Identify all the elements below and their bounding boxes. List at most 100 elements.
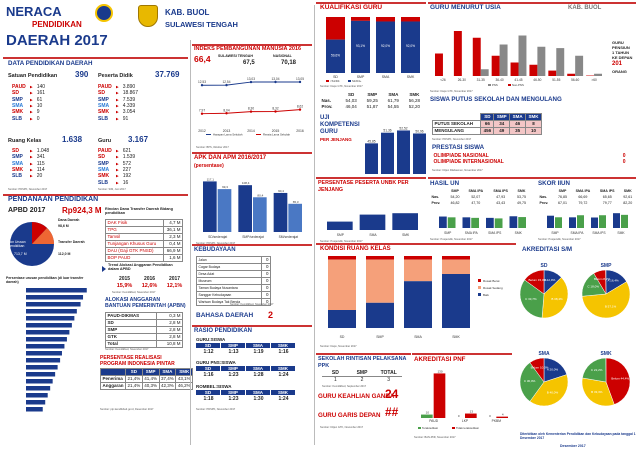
ukg-bar bbox=[381, 132, 394, 174]
legend-terakreditasi-label: Terakreditasi bbox=[422, 426, 438, 430]
apbd-pie-chart bbox=[10, 222, 54, 266]
rasio-value-cell: 1:23 bbox=[228, 396, 239, 402]
category-label: 26-30 bbox=[458, 78, 466, 82]
kv-key: SMP bbox=[98, 96, 109, 103]
table-cell-key: SMP bbox=[104, 326, 158, 334]
kv-key: SD bbox=[12, 90, 19, 97]
rasio-header-cell: SMA bbox=[246, 390, 270, 395]
rls-label: 8,62 bbox=[297, 105, 303, 109]
pie-dana-label: Dana Daerah bbox=[58, 218, 80, 222]
rls-point bbox=[274, 110, 277, 113]
tren-value: 12,6% bbox=[141, 283, 158, 289]
kv-value: 4.339 bbox=[122, 103, 136, 110]
ipm-value-nas: 70,18 bbox=[281, 60, 297, 66]
table-cell-key: Penerima bbox=[99, 375, 127, 383]
pie-slice bbox=[582, 357, 607, 383]
guru-label: Guru bbox=[98, 138, 112, 144]
satuan-label: Satuan Pendidikan bbox=[8, 73, 58, 79]
category-label: SMP bbox=[337, 233, 345, 237]
kv-row: SMP ▶ 341 bbox=[12, 154, 82, 160]
table-row: Cagar Budaya 0 bbox=[196, 263, 272, 271]
rasio-header-cell: SMP bbox=[221, 390, 245, 395]
usia-pns-bar bbox=[594, 73, 602, 76]
table-header-row: SD SMP SMA SMK bbox=[432, 113, 542, 121]
table-cell-value: 2,3 M bbox=[162, 233, 184, 241]
table-row: Sanggar Kebudayaan 0 bbox=[196, 291, 272, 299]
kualifikasi-source: Sumber: Dapo GTK, November 2017 bbox=[320, 85, 363, 88]
header-banner: NERACA PENDIDIKAN DAERAH 2017 KAB. BUOL … bbox=[0, 0, 270, 56]
apk-title: APK DAN APM 2016/2017 bbox=[194, 155, 267, 161]
pie-transfer-daerah bbox=[32, 228, 54, 244]
kv-key: SD bbox=[12, 148, 19, 155]
table-cell-key: Prov. bbox=[431, 201, 441, 205]
kondisi-stacked-chart: SD SMP SMA SMK Rusak Berat Rusak Sedang Baik bbox=[328, 256, 503, 339]
tren-values: 15,9% 12,6% 12,1% bbox=[112, 283, 187, 289]
category-label: SMP bbox=[551, 231, 559, 235]
keahlian-value: 24 bbox=[385, 387, 399, 401]
hasil-un-mark bbox=[462, 217, 471, 228]
rasio-header-row: SD SMP SMA SMK bbox=[196, 343, 296, 348]
kv-row: SLB ▶ 0 bbox=[12, 115, 82, 122]
table-cell-key: Taman Budaya Nusantara bbox=[196, 284, 262, 292]
table-cell-value: 2,8 M bbox=[156, 319, 183, 327]
unbk-title: PERSENTASE PESERTA UNBK PER JENJANG bbox=[318, 180, 409, 193]
pie-dana-daerah bbox=[32, 222, 47, 244]
kebudayaan-table: Jalan 0 Cagar Budaya 0 Desa Adat 0 Museum 0 Tama… bbox=[196, 256, 272, 306]
rls-point bbox=[298, 108, 302, 111]
legend-lt-swatch bbox=[326, 80, 329, 82]
category-label: SMP bbox=[444, 231, 452, 235]
kv-arrow-icon: ▶ bbox=[30, 168, 33, 173]
kualifikasi-lt-s1-bar bbox=[401, 17, 420, 22]
table-cell-key: Prov. bbox=[539, 201, 549, 205]
kv-key: SD bbox=[98, 90, 105, 97]
kv-key: SLB bbox=[98, 179, 108, 186]
kualifikasi-lt-s1-bar bbox=[351, 17, 370, 21]
pnf-value: 130 bbox=[437, 369, 442, 373]
rintisan-value-cell: 3 bbox=[387, 377, 391, 383]
garis-depan-title: GURU GARIS DEPAN bbox=[318, 412, 381, 419]
table-cell-value: 46,04 bbox=[345, 104, 357, 109]
unbk-mark bbox=[327, 221, 353, 230]
hasil-un-mark bbox=[447, 217, 456, 228]
guru-total: 3.167 bbox=[128, 135, 149, 144]
rasio-header-cell: SD bbox=[196, 366, 220, 371]
tren-arrow-icon bbox=[102, 266, 106, 272]
kondisi-segment bbox=[366, 256, 394, 260]
apk-mark bbox=[288, 203, 302, 232]
category-label: SM/sederajat bbox=[279, 235, 299, 239]
pie-slice-label: Belum 44,4% bbox=[611, 376, 629, 380]
persentase-bar bbox=[26, 316, 75, 321]
table-header-cell: SMP bbox=[493, 113, 511, 121]
ipm-label-prov: SULAWESI TENGAH bbox=[218, 54, 253, 58]
skor-mark bbox=[547, 215, 554, 228]
footer-date: Desember 2017 bbox=[560, 444, 586, 448]
kv-arrow-icon: ▶ bbox=[116, 85, 119, 90]
ipm-year-label: 2014 bbox=[247, 129, 255, 133]
kv-row: SMP ▶ 7.539 bbox=[98, 97, 168, 103]
persentase-title: Persentase urusan pendidikan (di luar tr… bbox=[6, 276, 84, 284]
kv-row: SMK ▶ 9 bbox=[12, 109, 82, 115]
rintisan-value-cell: 1 bbox=[333, 377, 337, 383]
skor-mark bbox=[613, 213, 620, 228]
pie-group-title: SMP bbox=[601, 263, 613, 269]
table-cell-value: 61,79 bbox=[387, 98, 399, 103]
persentase-bar bbox=[26, 288, 87, 293]
tren-value: 12,1% bbox=[166, 283, 183, 289]
hasil-un-bar-chart: SMP SMA IPA SMA IPS SMK bbox=[439, 216, 526, 235]
table-cell-value: 54,20 bbox=[450, 195, 460, 199]
table-cell-key: Anggaran bbox=[99, 382, 127, 390]
apk-value: 90,4 bbox=[278, 189, 284, 193]
ukg-bar bbox=[397, 130, 410, 174]
persentase-bar-chart bbox=[26, 288, 87, 412]
kv-arrow-icon: ▶ bbox=[116, 149, 119, 154]
apk-mark bbox=[273, 192, 288, 232]
persentase-bar bbox=[26, 372, 56, 377]
table-row: Nas. 54,20 52,07 47,93 53,75 bbox=[430, 194, 530, 200]
rasio-rombel-row: 1:18 1:23 1:30 1:24 bbox=[196, 396, 296, 402]
unbk-bar-chart: SMP SMA SMK bbox=[327, 213, 418, 237]
rasio-header-cell: SD bbox=[196, 390, 220, 395]
kv-value: 161 bbox=[36, 90, 46, 97]
table-cell-value: 59,25 bbox=[366, 98, 378, 103]
unbk-source: Sumber: Puspendik, November 2017 bbox=[320, 240, 363, 243]
ipm-label-nas: NASIONAL bbox=[273, 54, 292, 58]
